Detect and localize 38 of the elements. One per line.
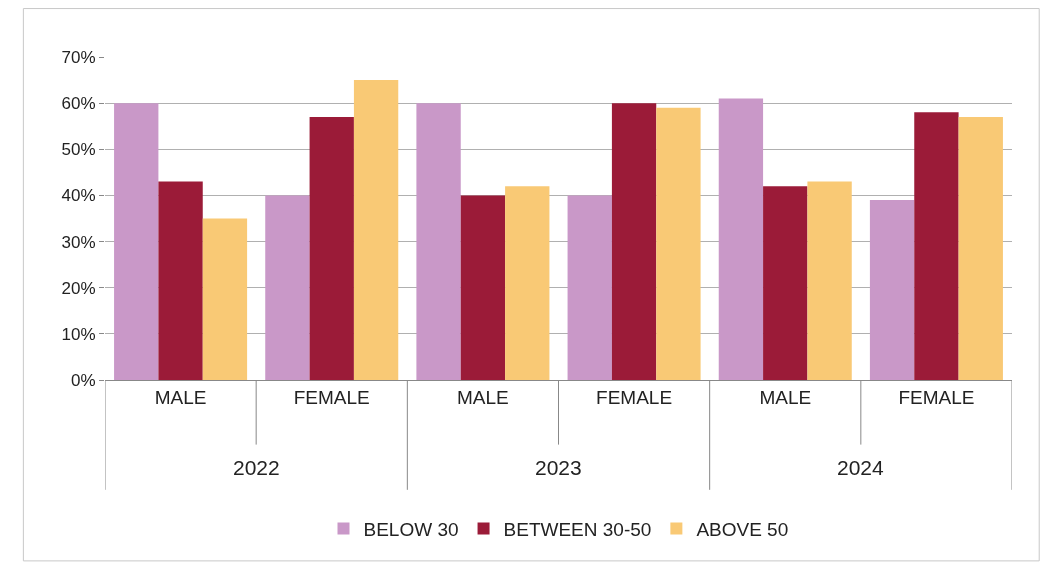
y-tick-label: 30% (61, 232, 96, 252)
y-tick-label: 20% (61, 278, 96, 298)
bar (611, 103, 657, 380)
bar (202, 218, 248, 380)
legend-label: BETWEEN 30-50 (503, 518, 652, 540)
text: 2024 (837, 456, 885, 479)
bar (656, 107, 701, 380)
bar (505, 186, 550, 380)
y-tick-label: 60% (61, 94, 96, 114)
x-tick-label: FEMALE (898, 386, 975, 408)
y-tick-label: 0% (71, 370, 96, 390)
bar (309, 116, 354, 380)
y-tick-label: 40% (61, 186, 96, 206)
y-tick-label: 50% (61, 140, 96, 160)
text: 2022 (233, 456, 280, 479)
y-tick-label: 70% (61, 47, 96, 67)
x-tick-label: MALE (154, 386, 207, 408)
bar (869, 200, 915, 380)
y-tick-label: 10% (61, 324, 96, 344)
bar (265, 195, 310, 380)
bar (807, 181, 852, 380)
bar (763, 186, 808, 380)
bar (114, 103, 159, 380)
x-tick-label: FEMALE (293, 386, 370, 408)
bar (567, 195, 612, 380)
text: 2023 (535, 456, 582, 479)
x-tick-label: MALE (457, 386, 509, 408)
bar (958, 116, 1003, 380)
bar (460, 195, 506, 380)
x-tick-label: FEMALE (596, 386, 673, 408)
bar (914, 112, 959, 380)
x-tick-label: MALE (759, 386, 812, 408)
bar (158, 181, 203, 380)
legend-label: ABOVE 50 (696, 518, 789, 540)
bar (718, 98, 764, 380)
legend-label: BELOW 30 (363, 518, 459, 540)
bar (353, 80, 399, 380)
bar (416, 103, 461, 380)
